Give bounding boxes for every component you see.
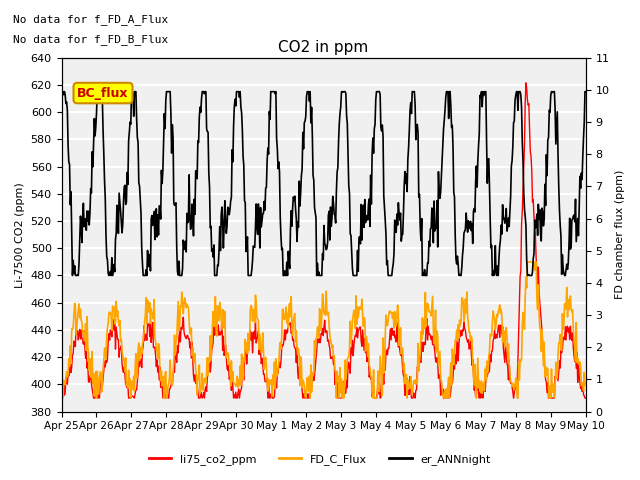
Text: No data for f_FD_B_Flux: No data for f_FD_B_Flux xyxy=(13,34,168,45)
Y-axis label: FD chamber flux (ppm): FD chamber flux (ppm) xyxy=(615,170,625,300)
Text: BC_flux: BC_flux xyxy=(77,86,129,99)
Y-axis label: Li-7500 CO2 (ppm): Li-7500 CO2 (ppm) xyxy=(15,182,25,288)
Title: CO2 in ppm: CO2 in ppm xyxy=(278,40,369,55)
Text: No data for f_FD_A_Flux: No data for f_FD_A_Flux xyxy=(13,14,168,25)
Legend: li75_co2_ppm, FD_C_Flux, er_ANNnight: li75_co2_ppm, FD_C_Flux, er_ANNnight xyxy=(145,450,495,469)
